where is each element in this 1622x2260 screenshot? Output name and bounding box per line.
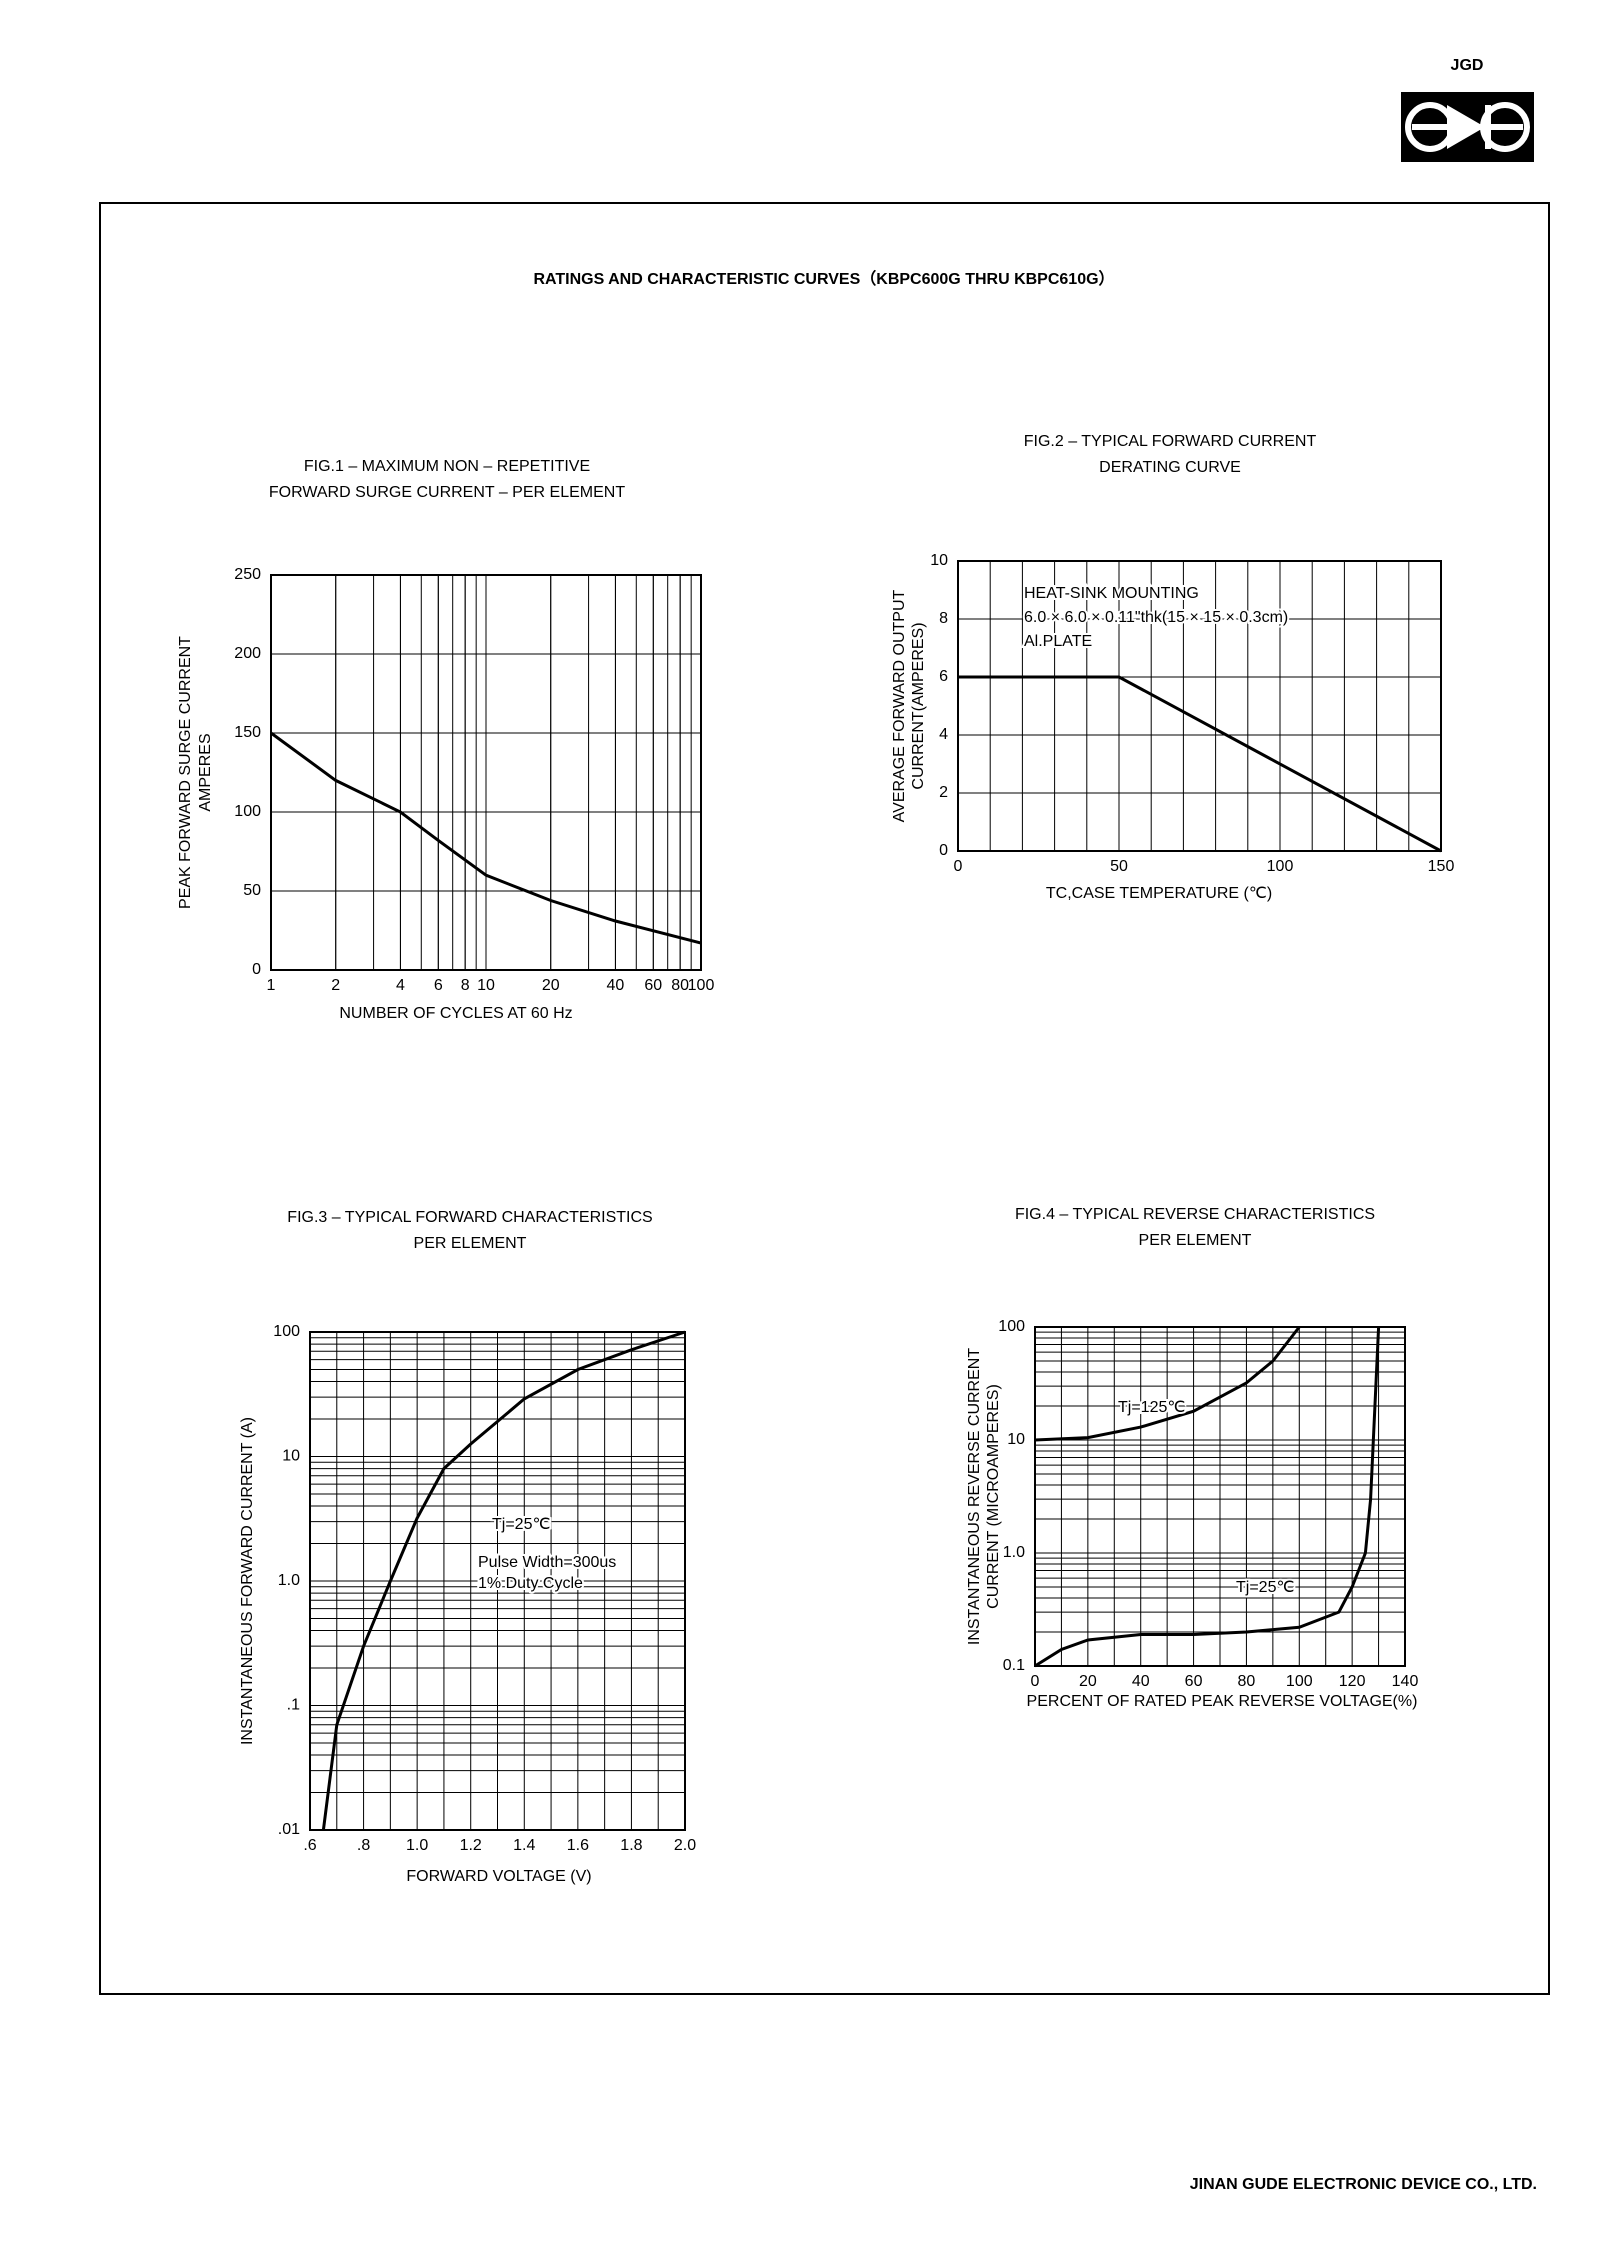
y-axis-label: CURRENT(AMPERES) [910,622,927,789]
data-line [321,1330,686,1831]
x-axis-label: NUMBER OF CYCLES AT 60 Hz [339,1005,572,1022]
annotation: Al.PLATE [1024,633,1092,650]
frame [99,202,1550,1995]
y-tick-label: 1.0 [278,1572,300,1589]
logo-icon [1401,92,1534,162]
plot-area [957,560,1442,852]
x-tick-label: 2 [331,977,340,994]
y-tick-label: .1 [287,1697,300,1714]
figure-title: PER ELEMENT [414,1235,527,1252]
y-tick-label: 100 [998,1318,1025,1335]
y-axis-label: CURRENT (MICROAMPERES) [985,1384,1002,1609]
y-tick-label: 4 [939,726,948,743]
x-tick-label: 140 [1392,1673,1419,1690]
logo-text: JGD [1451,57,1484,74]
y-tick-label: 0 [939,842,948,859]
x-tick-label: 1.2 [460,1837,482,1854]
x-tick-label: 1.6 [567,1837,589,1854]
x-tick-label: 6 [434,977,443,994]
y-axis-label: PEAK FORWARD SURGE CURRENT [177,636,194,909]
x-tick-label: 1.0 [406,1837,428,1854]
y-tick-label: 150 [234,724,261,741]
y-tick-label: 1.0 [1003,1544,1025,1561]
y-tick-label: 200 [234,645,261,662]
x-tick-label: 8 [461,977,470,994]
data-line [270,731,702,945]
y-axis-label: INSTANTANEOUS FORWARD CURRENT (A) [239,1417,256,1745]
x-tick-label: 0 [1031,1673,1040,1690]
x-tick-label: 100 [1286,1673,1313,1690]
y-axis-label: AMPERES [197,733,214,811]
data-line [1034,1326,1301,1442]
x-tick-label: .6 [303,1837,316,1854]
x-tick-label: 150 [1428,858,1455,875]
y-tick-label: 0.1 [1003,1657,1025,1674]
y-tick-label: 100 [273,1323,300,1340]
x-tick-label: 50 [1110,858,1128,875]
series-label: Tj=125℃ [1118,1399,1185,1416]
x-tick-label: 20 [1079,1673,1097,1690]
y-tick-label: 50 [243,882,261,899]
figure-title: FIG.3 – TYPICAL FORWARD CHARACTERISTICS [287,1209,652,1226]
x-tick-label: 120 [1339,1673,1366,1690]
annotation: Tj=25℃ [492,1516,550,1533]
x-tick-label: 40 [607,977,625,994]
x-axis-label: FORWARD VOLTAGE (V) [406,1868,591,1885]
series-label: Tj=25℃ [1236,1579,1294,1596]
y-axis-label: AVERAGE FORWARD OUTPUT [891,589,908,822]
x-tick-label: 4 [396,977,405,994]
y-axis-label: INSTANTANEOUS REVERSE CURRENT [966,1348,983,1645]
figure-title: PER ELEMENT [1139,1232,1252,1249]
figure-title: DERATING CURVE [1099,459,1241,476]
y-tick-label: 6 [939,668,948,685]
x-tick-label: 2.0 [674,1837,696,1854]
x-tick-label: 1 [267,977,276,994]
x-tick-label: 60 [644,977,662,994]
x-tick-label: 1.8 [620,1837,642,1854]
x-tick-label: 0 [954,858,963,875]
x-tick-label: 20 [542,977,560,994]
y-tick-label: 10 [282,1448,300,1465]
y-tick-label: 10 [930,552,948,569]
data-line [958,675,1442,853]
y-tick-label: .01 [278,1821,300,1838]
figure-title: FIG.4 – TYPICAL REVERSE CHARACTERISTICS [1015,1206,1375,1223]
x-tick-label: 10 [477,977,495,994]
x-axis-label: TC,CASE TEMPERATURE (℃) [1046,885,1272,902]
y-tick-label: 2 [939,784,948,801]
y-tick-label: 8 [939,610,948,627]
y-tick-label: 100 [234,803,261,820]
x-axis-label: PERCENT OF RATED PEAK REVERSE VOLTAGE(%) [1027,1693,1418,1710]
data-line [1034,1326,1381,1668]
x-tick-label: 80 [1238,1673,1256,1690]
annotation: 1% Duty Cycle [478,1575,583,1592]
x-tick-label: 40 [1132,1673,1150,1690]
footer: JINAN GUDE ELECTRONIC DEVICE CO., LTD. [1190,2176,1537,2193]
figure-title: FORWARD SURGE CURRENT – PER ELEMENT [269,484,625,501]
annotation: Pulse Width=300us [478,1554,616,1571]
y-tick-label: 10 [1007,1431,1025,1448]
annotation: HEAT-SINK MOUNTING [1024,585,1199,602]
figure-title: FIG.2 – TYPICAL FORWARD CURRENT [1024,433,1317,450]
x-tick-label: 100 [1267,858,1294,875]
x-tick-label: 80 [671,977,689,994]
x-tick-label: .8 [357,1837,370,1854]
annotation: 6.0 × 6.0 × 0.11"thk(15 × 15 × 0.3cm) [1024,609,1288,626]
x-tick-label: 100 [688,977,715,994]
figure-title: FIG.1 – MAXIMUM NON – REPETITIVE [304,458,590,475]
y-tick-label: 0 [252,961,261,978]
page-title: RATINGS AND CHARACTERISTIC CURVES（KBPC60… [533,270,1114,288]
x-tick-label: 60 [1185,1673,1203,1690]
y-tick-label: 250 [234,566,261,583]
x-tick-label: 1.4 [513,1837,535,1854]
